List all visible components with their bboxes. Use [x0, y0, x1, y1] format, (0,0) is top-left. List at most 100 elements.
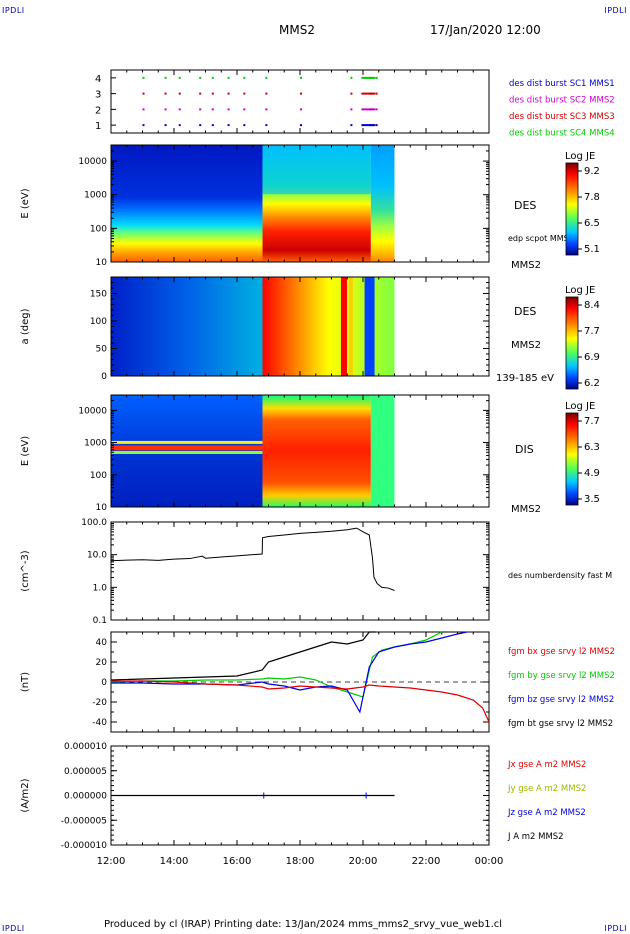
- des-colorbar-tick-label: 5.1: [584, 244, 600, 255]
- des-instrument-label: DES: [514, 199, 536, 212]
- pitch-yticks-label: 0: [101, 372, 107, 382]
- burst-mark: [211, 92, 214, 95]
- pitch-yticks-label: 150: [90, 290, 107, 300]
- burst-mark: [227, 76, 230, 79]
- burst-mark: [178, 92, 181, 95]
- burst-mark: [142, 124, 145, 127]
- burst-mark: [361, 76, 373, 79]
- current-series-label: J A m2 MMS2: [507, 832, 564, 842]
- burst-legend-entry: des dist burst SC4 MMS4: [509, 129, 615, 139]
- pitch-spacecraft-label: MMS2: [511, 340, 541, 351]
- burst-mark: [265, 76, 268, 79]
- burst-mark: [142, 108, 145, 111]
- dis-yticks-label: 10000: [78, 406, 107, 416]
- current-ylabel: (A/m2): [20, 778, 31, 812]
- bfield-yticks-label: -40: [92, 718, 107, 728]
- density-yticks-label: 10.0: [87, 551, 107, 561]
- current-yticks-label: 0.000010: [64, 742, 107, 752]
- burst-mark: [350, 108, 353, 111]
- burst-mark: [375, 108, 378, 111]
- dis-colorbar-tick-label: 3.5: [584, 494, 600, 505]
- current-series-label: Jx gse A m2 MMS2: [507, 760, 586, 770]
- des-yticks: [111, 144, 489, 263]
- dis-hot-band: [111, 445, 263, 451]
- density-ylabel: (cm^-3): [20, 550, 31, 591]
- burst-mark: [265, 108, 268, 111]
- burst-ytick-label: 4: [95, 74, 101, 85]
- burst-mark: [350, 124, 353, 127]
- des-colorbar-tick-label: 9.2: [584, 166, 600, 177]
- dis-ylabel: E (eV): [20, 436, 31, 466]
- current-yticks-label: -0.000010: [61, 841, 107, 851]
- density-panel-frame: [110, 521, 490, 621]
- des-colorbar-title: Log JE: [565, 151, 595, 162]
- burst-mark: [300, 76, 302, 79]
- des-yticks-label: 10000: [78, 157, 107, 167]
- burst-mark: [350, 76, 353, 79]
- density-yticks-label: 0.1: [93, 616, 107, 626]
- burst-ytick-label: 1: [95, 121, 101, 132]
- pitch-colorbar-tick-label: 8.4: [584, 300, 600, 311]
- burst-mark: [211, 108, 214, 111]
- density-yticks-label: 100.0: [81, 518, 107, 528]
- bfield-series-label: fgm by gse srvy l2 MMS2: [508, 671, 615, 681]
- burst-mark: [369, 124, 376, 127]
- density-series-label: des numberdensity fast M: [508, 571, 612, 580]
- bfield-yticks: [111, 631, 489, 733]
- corner-label-bottom-left: IPDLI: [2, 924, 25, 933]
- pitch-ylabel: a (deg): [20, 308, 31, 344]
- pitch-stripe: [340, 277, 347, 376]
- current-series-label: Jy gse A m2 MMS2: [507, 784, 586, 794]
- burst-mark: [243, 108, 246, 111]
- pitch-colorbar-tick-label: 6.2: [584, 378, 600, 389]
- density-yticks: [111, 521, 489, 621]
- bfield-series-label: fgm bt gse srvy l2 MMS2: [508, 719, 613, 729]
- pitch-nodata: [394, 277, 489, 376]
- des-yticks-label: 1000: [84, 191, 107, 201]
- dis-colorbar-title: Log JE: [565, 401, 595, 412]
- current-panel-xticks: [110, 746, 490, 845]
- des-colorbar: [565, 162, 579, 256]
- burst-mark: [142, 76, 145, 79]
- pitch-magnetosheath-region: [262, 277, 395, 376]
- burst-mark: [265, 124, 268, 127]
- x-tick-label: 00:00: [475, 856, 504, 867]
- burst-panel-frame: [110, 69, 490, 134]
- burst-mark: [164, 92, 167, 95]
- density-panel-xticks: [110, 522, 490, 620]
- dis-colorbar: [565, 412, 579, 506]
- burst-mark: [227, 124, 230, 127]
- burst-mark: [369, 76, 376, 79]
- des-yticks-label: 10: [96, 258, 108, 268]
- burst-mark: [369, 108, 376, 111]
- pitch-stripe: [348, 277, 353, 376]
- des-early-region: [111, 145, 263, 262]
- burst-mark: [199, 124, 202, 127]
- corner-label-bottom-right: IPDLI: [604, 924, 627, 933]
- current-yticks-label: 0.000000: [64, 792, 107, 802]
- dis-magnetosheath-region: [262, 395, 371, 507]
- des-sheath-high-energy: [262, 145, 371, 195]
- bfield-series-label: fgm bz gse srvy l2 MMS2: [508, 695, 614, 705]
- dis-colorbar-tick-label: 4.9: [584, 468, 600, 479]
- dis-spacecraft-label: MMS2: [511, 504, 541, 515]
- burst-mark: [243, 76, 246, 79]
- pitch-colorbar-title: Log JE: [565, 285, 595, 296]
- burst-mark: [361, 92, 373, 95]
- current-series-label: Jz gse A m2 MMS2: [507, 808, 586, 818]
- burst-mark: [178, 124, 181, 127]
- burst-mark: [300, 124, 302, 127]
- bfield-yticks-label: 40: [96, 638, 108, 648]
- pitch-instrument-label: DES: [514, 305, 536, 318]
- x-tick-label: 14:00: [160, 856, 189, 867]
- bfield-ylabel: (nT): [20, 672, 31, 692]
- dis-instrument-label: DIS: [515, 443, 534, 456]
- x-tick-label: 20:00: [349, 856, 378, 867]
- burst-legend-entry: des dist burst SC2 MMS2: [509, 96, 615, 106]
- des-ylabel: E (eV): [20, 188, 31, 218]
- x-tick-label: 16:00: [223, 856, 252, 867]
- burst-mark: [211, 124, 214, 127]
- datetime-title: 17/Jan/2020 12:00: [430, 23, 541, 37]
- des-colorbar-tick-label: 6.5: [584, 218, 600, 229]
